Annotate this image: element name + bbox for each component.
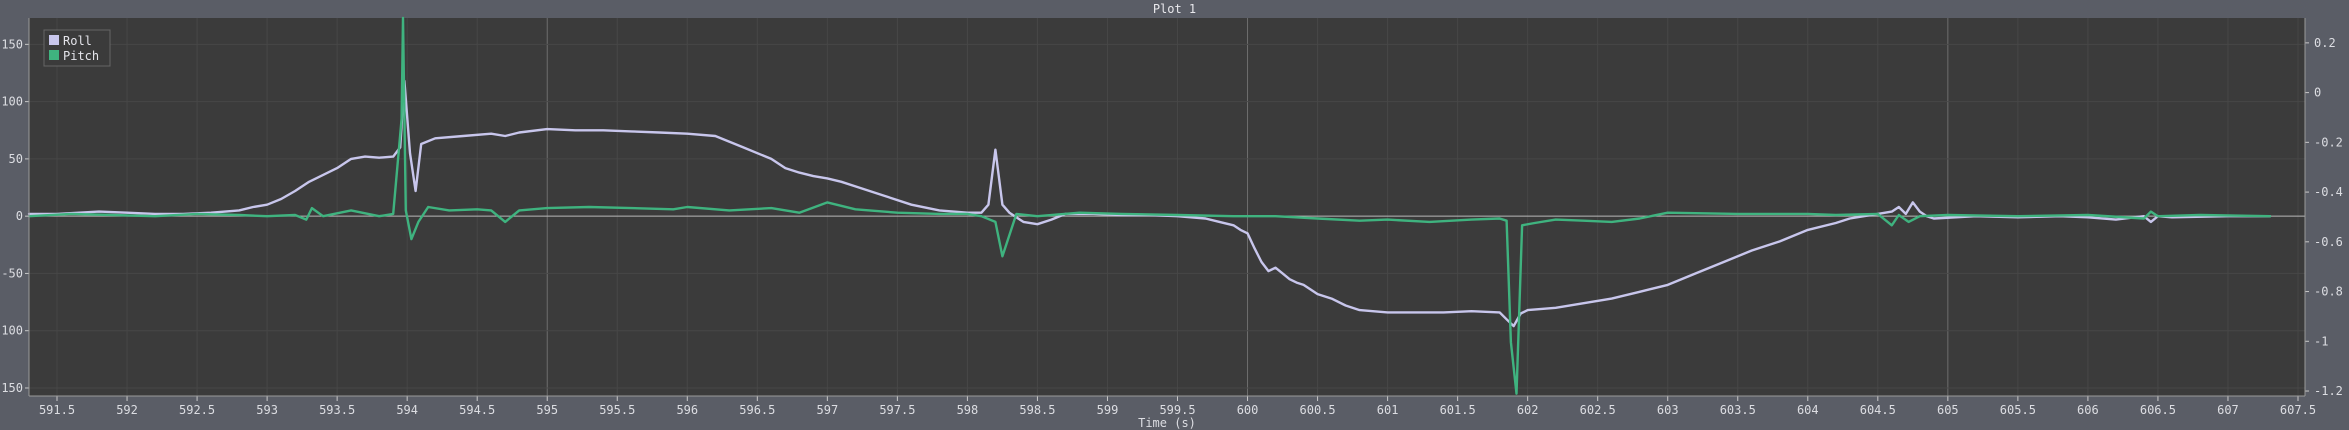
x-tick-label: 599.5 xyxy=(1159,403,1195,417)
y-tick-label: 150 xyxy=(1,37,23,51)
x-tick-label: 593 xyxy=(256,403,278,417)
legend-swatch-pitch xyxy=(49,50,59,60)
legend[interactable]: Roll Pitch xyxy=(43,29,111,67)
y2-tick-label: -0.8 xyxy=(2314,285,2343,299)
x-tick-label: 605.5 xyxy=(2000,403,2036,417)
x-tick-label: 607 xyxy=(2217,403,2239,417)
series-line-pitch[interactable] xyxy=(27,16,2272,395)
x-tick-label: 594.5 xyxy=(459,403,495,417)
y-tick-label: 0 xyxy=(16,209,23,223)
y-axis-right: 0.2 0 -0.2 -0.4 -0.6 -0.8 -1 -1.2 xyxy=(2304,18,2343,398)
x-tick-label: 598.5 xyxy=(1019,403,1055,417)
x-tick-label: 597 xyxy=(817,403,839,417)
x-tick-label: 599 xyxy=(1097,403,1119,417)
plot-title: Plot 1 xyxy=(1152,2,1197,16)
y2-tick-label: -0.4 xyxy=(2314,185,2343,199)
x-axis: 591.5 592 592.5 593 593.5 594 594.5 595 595.5 596… xyxy=(29,395,2316,417)
x-tick-label: 595 xyxy=(536,403,558,417)
y-tick-label: -50 xyxy=(1,266,23,280)
x-tick-label: 600.5 xyxy=(1300,403,1336,417)
x-axis-title: Time (s) xyxy=(1138,416,1196,430)
plot-area[interactable] xyxy=(29,18,2305,396)
x-tick-label: 591.5 xyxy=(39,403,75,417)
legend-swatch-roll xyxy=(49,35,59,45)
y2-tick-label: -0.2 xyxy=(2314,135,2343,149)
x-tick-label: 606 xyxy=(2077,403,2099,417)
x-tick-label: 592.5 xyxy=(179,403,215,417)
x-tick-label: 604 xyxy=(1797,403,1819,417)
x-tick-label: 603.5 xyxy=(1720,403,1756,417)
y2-tick-label: -1 xyxy=(2314,334,2328,348)
x-tick-label: 593.5 xyxy=(319,403,355,417)
y2-tick-label: 0 xyxy=(2314,86,2321,100)
x-tick-label: 601 xyxy=(1377,403,1399,417)
legend-label-roll: Roll xyxy=(63,34,92,48)
y-tick-label: 100 xyxy=(1,95,23,109)
x-tick-label: 600 xyxy=(1237,403,1259,417)
x-tick-label: 595.5 xyxy=(599,403,635,417)
y-tick-label: 50 xyxy=(9,152,23,166)
y-tick-label: -100 xyxy=(0,324,23,338)
series-layer xyxy=(27,16,2272,395)
legend-label-pitch: Pitch xyxy=(63,49,99,63)
x-tick-label: 605 xyxy=(1937,403,1959,417)
y2-tick-label: 0.2 xyxy=(2314,36,2336,50)
y-tick-label: -150 xyxy=(0,381,23,395)
x-tick-label: 606.5 xyxy=(2140,403,2176,417)
x-tick-label: 596 xyxy=(676,403,698,417)
y2-tick-label: -0.6 xyxy=(2314,235,2343,249)
x-tick-label: 604.5 xyxy=(1860,403,1896,417)
x-tick-label: 602 xyxy=(1517,403,1539,417)
x-tick-label: 592 xyxy=(116,403,138,417)
x-tick-label: 594 xyxy=(396,403,418,417)
x-tick-label: 596.5 xyxy=(739,403,775,417)
y2-tick-label: -1.2 xyxy=(2314,384,2343,398)
x-tick-label: 601.5 xyxy=(1440,403,1476,417)
x-tick-label: 603 xyxy=(1657,403,1679,417)
x-tick-label: 597.5 xyxy=(879,403,915,417)
x-tick-label: 598 xyxy=(957,403,979,417)
x-tick-label: 602.5 xyxy=(1580,403,1616,417)
y-axis-left: 150 100 50 0 -50 -100 -150 xyxy=(0,18,30,396)
x-tick-label: 607.5 xyxy=(2280,403,2316,417)
